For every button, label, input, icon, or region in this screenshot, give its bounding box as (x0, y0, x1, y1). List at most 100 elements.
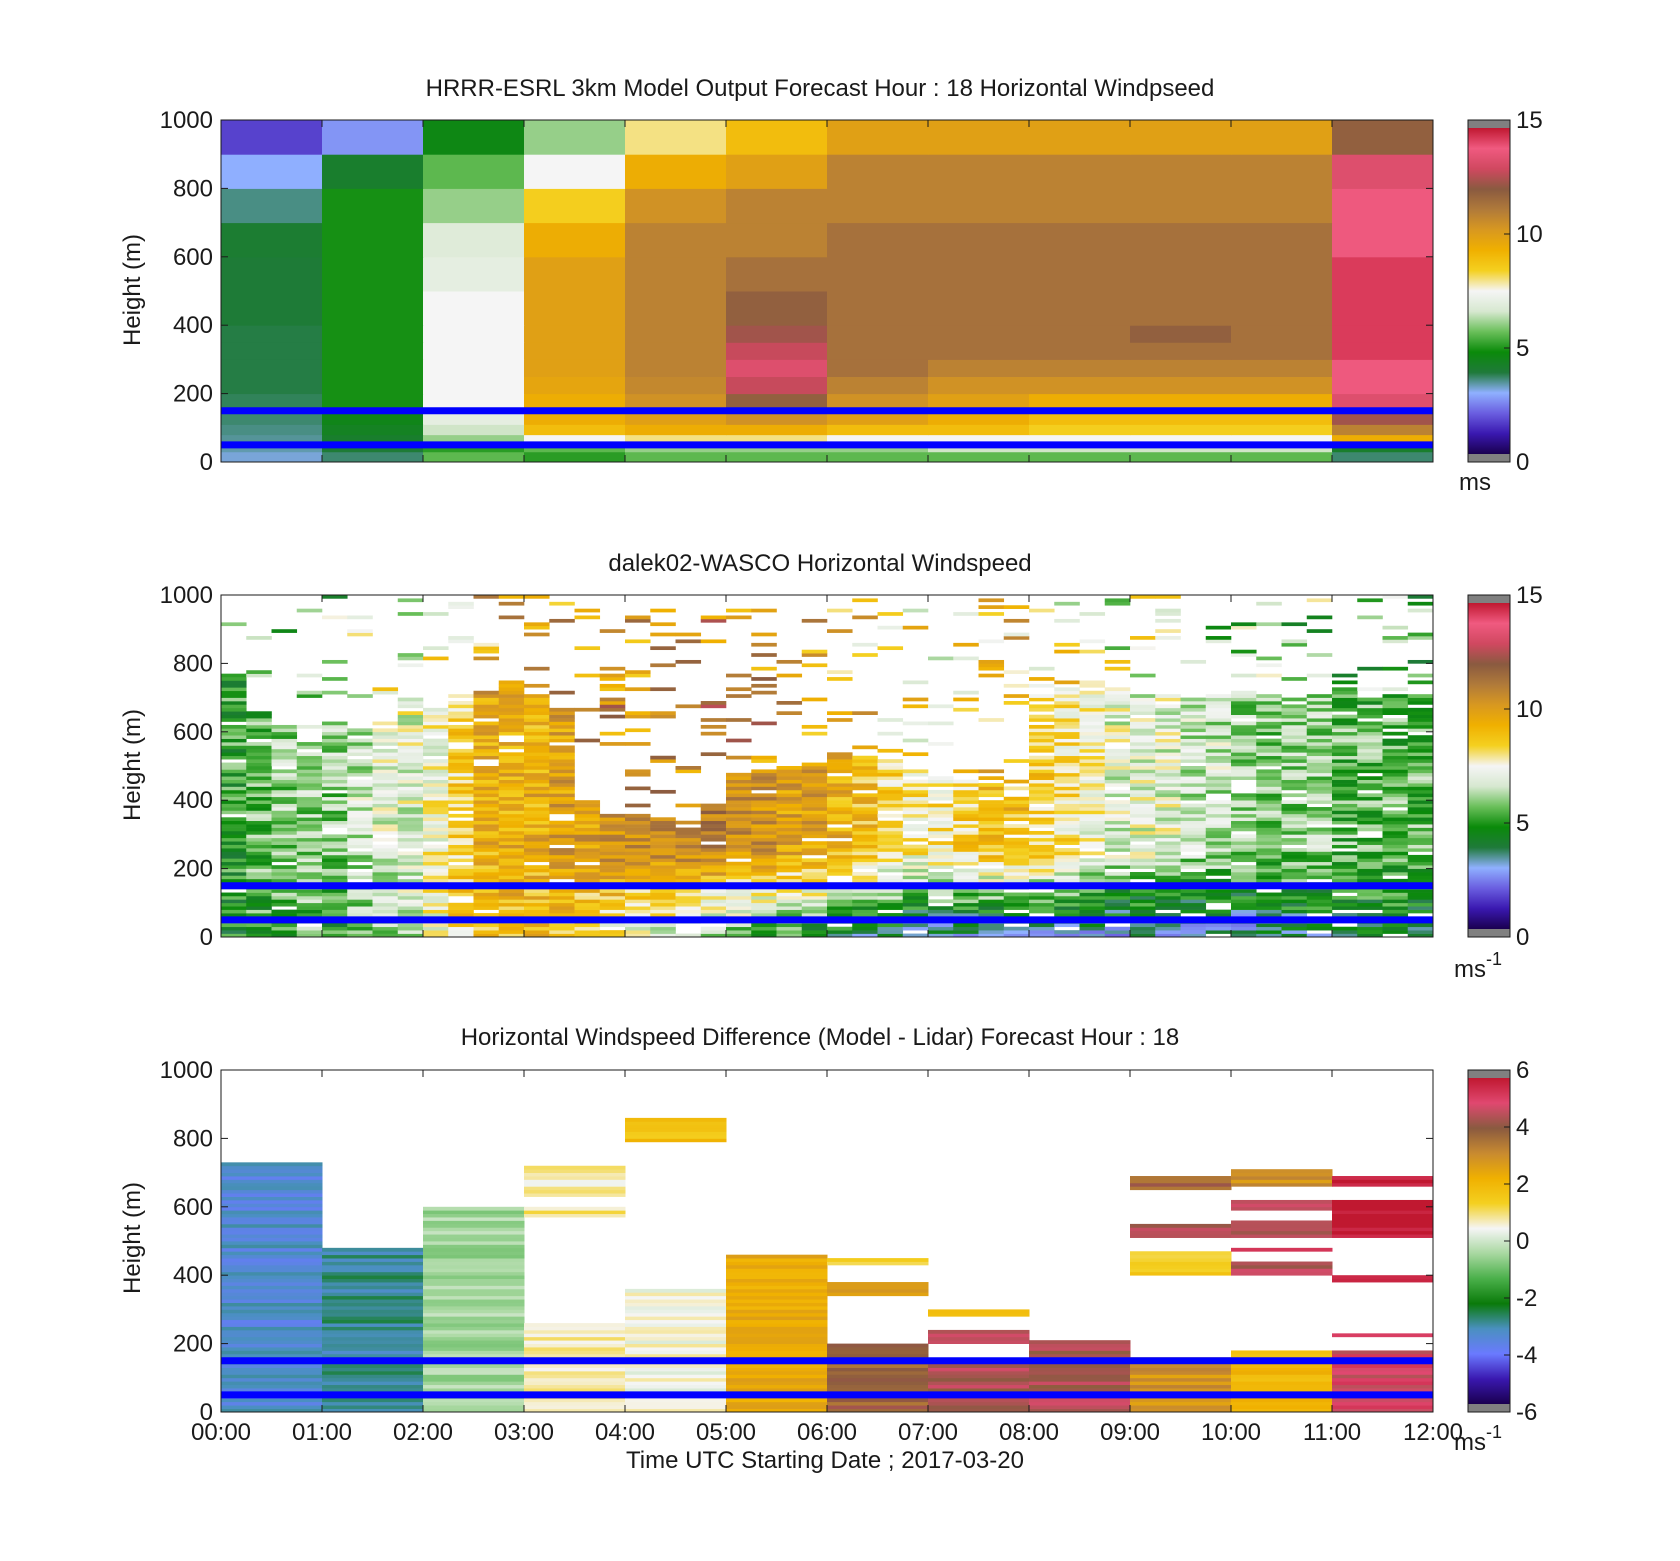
heatmap-cell (397, 872, 424, 876)
heatmap-cell (1382, 892, 1409, 897)
heatmap-cell (1130, 851, 1156, 856)
heatmap-cell (524, 902, 550, 907)
heatmap-cell (650, 875, 676, 880)
heatmap-cell (751, 796, 777, 801)
heatmap-cell (1306, 704, 1333, 709)
heatmap-cell (827, 810, 853, 815)
heatmap-cell (599, 714, 626, 719)
heatmap-cell (423, 772, 449, 777)
heatmap-cell (928, 1370, 1030, 1375)
heatmap-cell (1079, 731, 1106, 736)
heatmap-cell (347, 909, 373, 914)
heatmap-cell (726, 1302, 828, 1307)
heatmap-cell (221, 694, 247, 698)
heatmap-cell (423, 762, 449, 767)
heatmap-cell (1256, 622, 1282, 627)
heatmap-cell (1332, 1364, 1434, 1368)
heatmap-cell (625, 848, 651, 852)
heatmap-cell (827, 256, 929, 292)
heatmap-cell (423, 810, 449, 815)
heatmap-cell (221, 895, 247, 900)
heatmap-cell (1003, 892, 1030, 897)
heatmap-cell (574, 827, 601, 832)
heatmap-cell (1104, 704, 1131, 709)
heatmap-cell (498, 704, 525, 709)
heatmap-cell (574, 892, 601, 897)
heatmap-cell (1104, 899, 1131, 904)
heatmap-cell (1205, 694, 1232, 698)
heatmap-cell (1205, 889, 1232, 893)
heatmap-cell (397, 803, 424, 808)
heatmap-cell (524, 724, 550, 729)
heatmap-cell (1231, 1388, 1333, 1392)
heatmap-cell (473, 779, 500, 784)
heatmap-cell (1003, 807, 1030, 811)
heatmap-cell (625, 1384, 727, 1389)
heatmap-cell (423, 742, 449, 746)
heatmap-cell (1281, 878, 1308, 883)
heatmap-cell (1281, 762, 1308, 767)
heatmap-cell (1130, 902, 1156, 907)
heatmap-cell (1357, 895, 1383, 900)
heatmap-cell (246, 714, 272, 719)
heatmap-cell (271, 930, 298, 934)
heatmap-cell (1205, 742, 1232, 746)
heatmap-cell (675, 844, 702, 849)
heatmap-cell (473, 817, 500, 822)
heatmap-cell (322, 820, 348, 825)
heatmap-cell (1180, 738, 1207, 743)
heatmap-cell (1256, 858, 1282, 863)
heatmap-cell (1079, 820, 1106, 825)
heatmap-cell (1205, 817, 1232, 822)
heatmap-cell (1332, 933, 1358, 938)
heatmap-cell (726, 1367, 828, 1372)
heatmap-cell (1256, 820, 1282, 825)
heatmap-cell (1231, 1230, 1333, 1235)
heatmap-cell (221, 376, 323, 395)
heatmap-cell (726, 837, 752, 842)
heatmap-cell (524, 813, 550, 818)
heatmap-cell (726, 1305, 828, 1310)
heatmap-cell (1231, 721, 1257, 726)
heatmap-cell (423, 376, 525, 395)
heatmap-cell (978, 800, 1005, 804)
heatmap-cell (296, 875, 323, 880)
heatmap-cell (448, 738, 474, 743)
heatmap-cell (498, 851, 525, 856)
heatmap-cell (1382, 721, 1409, 726)
heatmap-cell (1155, 735, 1181, 739)
heatmap-cell (776, 817, 803, 822)
heatmap-cell (1003, 875, 1030, 880)
heatmap-cell (902, 769, 929, 774)
heatmap-cell (928, 656, 954, 661)
heatmap-cell (246, 783, 272, 787)
heatmap-cell (751, 861, 777, 866)
heatmap-cell (700, 803, 727, 808)
heatmap-cell (524, 851, 550, 856)
heatmap-cell (1231, 694, 1257, 698)
heatmap-cell (246, 803, 272, 808)
heatmap-cell (1130, 742, 1156, 746)
heatmap-cell (801, 769, 828, 774)
heatmap-cell (726, 608, 752, 613)
heatmap-cell (271, 837, 298, 842)
heatmap-cell (448, 865, 474, 869)
heatmap-cell (296, 793, 323, 798)
heatmap-cell (1256, 728, 1282, 733)
heatmap-cell (852, 930, 878, 934)
heatmap-cell (902, 783, 929, 787)
heatmap-cell (877, 748, 904, 753)
heatmap-cell (675, 639, 702, 644)
heatmap-cell (928, 889, 954, 893)
heatmap-cell (246, 779, 272, 784)
heatmap-cell (625, 861, 651, 866)
heatmap-cell (726, 817, 752, 822)
heatmap-cell (549, 899, 575, 904)
heatmap-cell (1281, 817, 1308, 822)
heatmap-cell (296, 752, 323, 757)
heatmap-cell (1357, 697, 1383, 702)
heatmap-cell (751, 820, 777, 825)
heatmap-cell (397, 714, 424, 719)
heatmap-cell (1382, 724, 1409, 729)
